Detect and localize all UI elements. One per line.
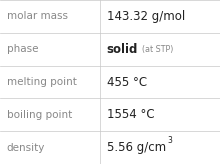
Text: 1554 °C: 1554 °C bbox=[107, 108, 154, 121]
Text: (at STP): (at STP) bbox=[143, 45, 174, 54]
Text: boiling point: boiling point bbox=[7, 110, 72, 120]
Text: density: density bbox=[7, 143, 45, 153]
Text: 455 °C: 455 °C bbox=[107, 75, 147, 89]
Text: 5.56 g/cm: 5.56 g/cm bbox=[107, 141, 166, 154]
Text: solid: solid bbox=[107, 43, 138, 56]
Text: 3: 3 bbox=[167, 136, 172, 145]
Text: 143.32 g/mol: 143.32 g/mol bbox=[107, 10, 185, 23]
Text: melting point: melting point bbox=[7, 77, 77, 87]
Text: phase: phase bbox=[7, 44, 38, 54]
Text: molar mass: molar mass bbox=[7, 11, 68, 21]
